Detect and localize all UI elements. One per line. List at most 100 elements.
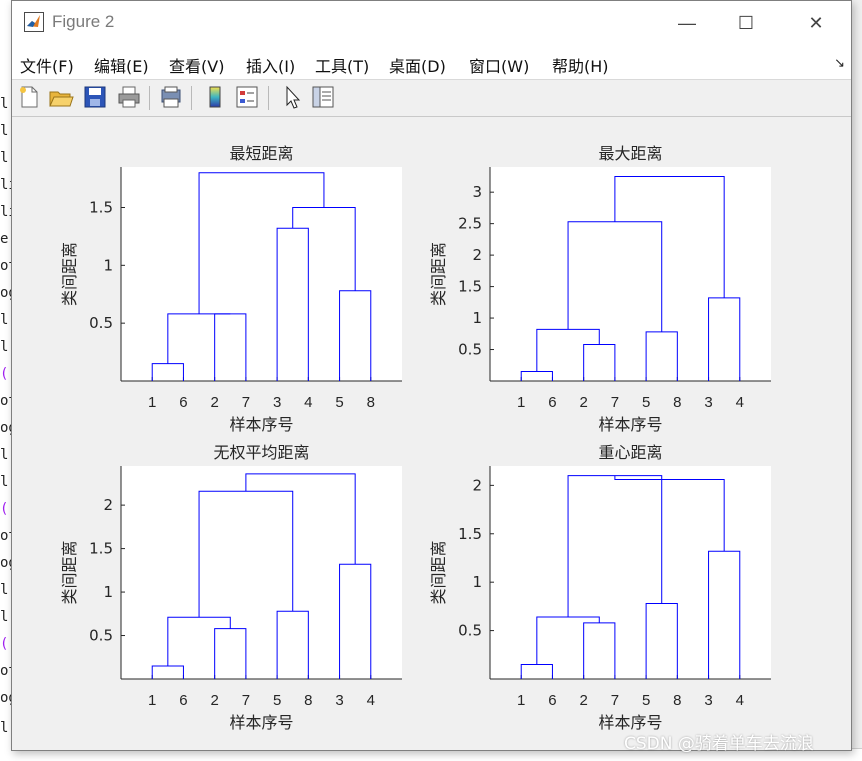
x-tick-label: 1 (148, 394, 156, 411)
y-tick-label: 1.5 (89, 198, 113, 216)
figure-canvas[interactable]: 0.5 1 1.5 1 6 2 7 3 4 5 8 最短距离 样本序号 类间距离 0.5 1 1.5 2 2.5 3 1… (12, 117, 851, 750)
axes-title: 重心距离 (598, 443, 662, 462)
y-tick-label: 2 (472, 476, 482, 494)
select-pointer-icon[interactable] (279, 84, 305, 110)
y-tick-label: 0.5 (458, 341, 482, 359)
axes-title: 最短距离 (229, 144, 293, 163)
open-file-icon[interactable] (48, 84, 74, 110)
menu-window[interactable]: 窗口(W) (469, 57, 530, 76)
dock-figure-icon[interactable]: ↘ (834, 55, 845, 70)
x-tick-label: 8 (367, 394, 375, 411)
x-axis-label: 样本序号 (598, 713, 662, 732)
axes-title: 无权平均距离 (213, 443, 309, 462)
dendrogram-link (614, 175, 725, 298)
x-tick-label: 2 (579, 692, 587, 709)
x-tick-label: 1 (517, 692, 525, 709)
y-tick-label: 1 (103, 256, 113, 274)
axes-background (490, 167, 771, 381)
new-figure-icon[interactable] (16, 84, 42, 110)
dendrogram-link (167, 313, 231, 364)
x-tick-label: 3 (335, 692, 343, 709)
x-tick-label: 5 (335, 394, 343, 411)
dendrogram-link (339, 563, 372, 679)
dendrogram-link (292, 206, 356, 291)
x-tick-label: 6 (548, 394, 556, 411)
menu-file[interactable]: 文件(F) (20, 57, 74, 76)
matlab-app-icon (24, 12, 44, 32)
y-tick-label: 1.5 (89, 540, 113, 558)
figure-toolbar (12, 80, 851, 117)
menu-insert[interactable]: 插入(I) (246, 57, 296, 76)
y-tick-label: 1 (472, 309, 482, 327)
y-axis-label: 类间距离 (60, 540, 79, 604)
y-tick-label: 2.5 (458, 215, 482, 233)
toolbar-separator (191, 86, 192, 110)
menu-tools[interactable]: 工具(T) (315, 57, 370, 76)
x-tick-label: 3 (273, 394, 281, 411)
dendrogram-link (214, 313, 247, 381)
y-axis-label: 类间距离 (429, 242, 448, 306)
x-axis-label: 样本序号 (598, 415, 662, 434)
dendrogram-link (567, 221, 663, 332)
y-tick-label: 1.5 (458, 525, 482, 543)
y-axis-label: 类间距离 (429, 540, 448, 604)
colorbar-icon[interactable] (202, 84, 228, 110)
y-tick-label: 1 (103, 583, 113, 601)
title-bar[interactable]: Figure 2 — ☐ ✕ (12, 1, 851, 45)
watermark-text: CSDN @骑着单车去流浪 (624, 734, 814, 754)
x-tick-label: 6 (548, 692, 556, 709)
y-tick-label: 0.5 (458, 622, 482, 640)
x-tick-label: 2 (210, 394, 218, 411)
dendrogram-link (520, 371, 553, 381)
x-tick-label: 5 (642, 394, 650, 411)
y-tick-label: 2 (103, 496, 113, 514)
x-axis-label: 样本序号 (229, 713, 293, 732)
menu-desktop[interactable]: 桌面(D) (389, 57, 446, 76)
x-tick-label: 7 (611, 692, 619, 709)
window-title: Figure 2 (52, 12, 115, 31)
x-tick-label: 3 (704, 394, 712, 411)
dendrogram-link (214, 628, 247, 679)
print-preview-icon[interactable] (158, 84, 184, 110)
dendrogram-link (614, 475, 725, 552)
x-tick-label: 1 (148, 692, 156, 709)
minimize-button[interactable]: — (678, 13, 696, 33)
y-tick-label: 0.5 (89, 314, 113, 332)
background-code-line: l (0, 150, 9, 166)
x-tick-label: 6 (179, 394, 187, 411)
x-tick-label: 3 (704, 692, 712, 709)
axes-title: 最大距离 (598, 144, 662, 163)
x-tick-label: 8 (673, 692, 681, 709)
dendrogram-plots: 0.511.51 6 2 7 3 4 5 8最短距离样本序号类间距离0.511.522.531… (60, 144, 771, 732)
figure-window: Figure 2 — ☐ ✕ 文件(F) 编辑(E) 查看(V) 插入(I) 工… (11, 0, 852, 751)
y-tick-label: 0.5 (89, 627, 113, 645)
x-tick-label: 1 (517, 394, 525, 411)
x-tick-label: 4 (304, 394, 312, 411)
x-axis-label: 样本序号 (229, 415, 293, 434)
axes-background (121, 167, 402, 381)
x-tick-label: 8 (673, 394, 681, 411)
x-tick-label: 8 (304, 692, 312, 709)
dendrogram-link (245, 473, 356, 565)
menu-edit[interactable]: 编辑(E) (94, 57, 149, 76)
dendrogram-link (198, 172, 325, 314)
close-button[interactable]: ✕ (808, 13, 824, 33)
menu-help[interactable]: 帮助(H) (552, 57, 609, 76)
toolbar-separator (149, 86, 150, 110)
dendrogram-link (645, 602, 678, 679)
dendrogram-link (151, 363, 184, 381)
dendrogram-link (708, 297, 741, 381)
background-code-line: l (0, 96, 9, 112)
y-tick-label: 3 (472, 183, 482, 201)
y-tick-label: 2 (472, 246, 482, 264)
y-tick-label: 1 (472, 573, 482, 591)
x-tick-label: 5 (273, 692, 281, 709)
legend-icon[interactable] (234, 84, 260, 110)
x-tick-label: 5 (642, 692, 650, 709)
menu-view[interactable]: 查看(V) (169, 57, 225, 76)
axes-background (121, 466, 402, 679)
property-inspector-icon[interactable] (310, 84, 336, 110)
maximize-button[interactable]: ☐ (737, 13, 755, 33)
print-icon[interactable] (116, 84, 142, 110)
save-icon[interactable] (82, 84, 108, 110)
